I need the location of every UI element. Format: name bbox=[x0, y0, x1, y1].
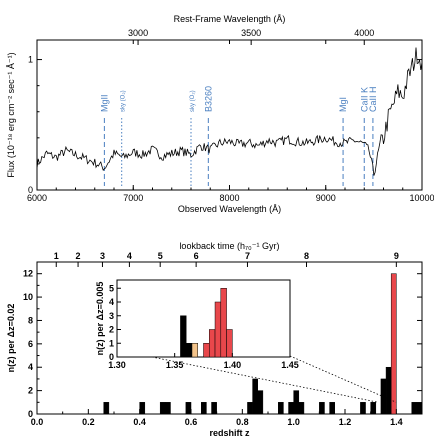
histogram-xtick-label: 1.2 bbox=[339, 417, 352, 427]
inset-ytick-label: 0 bbox=[109, 352, 114, 362]
histogram-bar bbox=[329, 402, 335, 415]
inset-ytick-label: 4 bbox=[109, 297, 114, 307]
spectrum-line-label: CaII H bbox=[368, 86, 378, 112]
inset-connector bbox=[151, 356, 379, 403]
histogram-xlabel: redshift z bbox=[209, 428, 250, 438]
histogram-bar bbox=[293, 390, 300, 415]
histogram-ylabel: n(z) per Δz=0.02 bbox=[6, 304, 16, 373]
histogram-bar bbox=[319, 402, 325, 415]
histogram-x2tick-label: 4 bbox=[127, 251, 132, 261]
histogram-x2label: lookback time (h₇₀⁻¹ Gyr) bbox=[179, 241, 279, 251]
histogram-x2tick-label: 9 bbox=[394, 251, 399, 261]
histogram-x2tick-label: 8 bbox=[304, 251, 309, 261]
spectrum-line-label: MgII bbox=[99, 94, 109, 112]
histogram-xtick-label: 0.0 bbox=[31, 417, 44, 427]
histogram-xtick-label: 1.0 bbox=[287, 417, 300, 427]
spectrum-line-label: sky (O₂) bbox=[121, 90, 127, 112]
spectrum-x2tick-label: 4000 bbox=[354, 28, 374, 38]
inset-ytick-label: 1 bbox=[109, 338, 114, 348]
histogram-bar bbox=[390, 273, 397, 415]
spectrum-x2tick-label: 3500 bbox=[241, 28, 261, 38]
histogram-ytick-label: 8 bbox=[28, 315, 33, 325]
inset-bar bbox=[185, 343, 193, 358]
inset-xtick-label: 1.45 bbox=[281, 360, 299, 370]
histogram-xtick-label: 0.2 bbox=[82, 417, 95, 427]
inset-ytick-label: 5 bbox=[109, 283, 114, 293]
spectrum-xtick-label: 10000 bbox=[409, 193, 434, 203]
spectrum-x2label: Rest-Frame Wavelength (Å) bbox=[174, 14, 286, 24]
histogram-bar bbox=[103, 402, 110, 415]
spectrum-x2tick-label: 3000 bbox=[128, 28, 148, 38]
histogram-bar bbox=[159, 402, 166, 415]
histogram-x2tick-label: 5 bbox=[158, 251, 163, 261]
inset-bar bbox=[209, 329, 216, 358]
inset-bar bbox=[203, 343, 210, 358]
histogram-x2tick-label: 1 bbox=[54, 251, 59, 261]
histogram-bar bbox=[211, 402, 217, 415]
histogram-bar bbox=[252, 378, 258, 415]
histogram-bar bbox=[360, 402, 366, 415]
spectrum-line-label: MgI bbox=[338, 97, 348, 112]
inset-ytick-label: 2 bbox=[109, 325, 114, 335]
inset-bar bbox=[226, 329, 233, 358]
histogram-bar bbox=[288, 402, 294, 415]
histogram-ytick-label: 6 bbox=[28, 339, 33, 349]
histogram-x2tick-label: 7 bbox=[245, 251, 250, 261]
inset-bar bbox=[214, 301, 222, 358]
spectrum-line-label: sky (O₂) bbox=[190, 90, 196, 112]
spectrum-xtick-label: 8000 bbox=[219, 193, 239, 203]
histogram-bar bbox=[201, 402, 207, 415]
inset-bar bbox=[180, 315, 187, 358]
inset-ytick-label: 3 bbox=[109, 311, 114, 321]
inset-bar bbox=[191, 343, 198, 358]
histogram-ytick-label: 4 bbox=[28, 362, 33, 372]
histogram-xtick-label: 0.4 bbox=[133, 417, 146, 427]
histogram-ytick-label: 10 bbox=[23, 292, 33, 302]
histogram-bar bbox=[298, 402, 305, 415]
spectrum-xtick-label: 9000 bbox=[316, 193, 336, 203]
spectrum-ytick-label: 0 bbox=[28, 185, 33, 195]
histogram-bar bbox=[370, 402, 377, 415]
histogram-x2tick-label: 6 bbox=[194, 251, 199, 261]
spectrum-xlabel: Observed Wavelength (Å) bbox=[178, 204, 281, 214]
spectrum-line-label: B3260 bbox=[203, 86, 213, 112]
histogram-bar bbox=[416, 402, 423, 415]
spectrum-ytick-label: 1 bbox=[28, 55, 33, 65]
histogram-ytick-label: 12 bbox=[23, 269, 33, 279]
spectrum-line-label: CaII K bbox=[359, 87, 369, 112]
spectrum-series-line bbox=[36, 47, 423, 176]
histogram-bar bbox=[247, 402, 253, 415]
inset-xtick-label: 1.40 bbox=[224, 360, 242, 370]
histogram-xtick-label: 0.6 bbox=[185, 417, 198, 427]
spectrum-ylabel: Flux (10⁻¹⁸ erg cm⁻² sec⁻¹ Å⁻¹) bbox=[6, 52, 16, 177]
spectrum-xtick-label: 6000 bbox=[27, 193, 47, 203]
histogram-bar bbox=[385, 366, 392, 415]
inset-xtick-label: 1.30 bbox=[108, 360, 126, 370]
histogram-bar bbox=[185, 402, 192, 415]
inset-ylabel: n(z) per Δz=0.005 bbox=[95, 282, 105, 356]
histogram-xtick-label: 0.8 bbox=[236, 417, 249, 427]
histogram-bar bbox=[278, 402, 284, 415]
inset-xtick-label: 1.35 bbox=[166, 360, 184, 370]
histogram-ytick-label: 2 bbox=[28, 386, 33, 396]
histogram-bar bbox=[165, 402, 171, 415]
spectrum-xtick-label: 7000 bbox=[123, 193, 143, 203]
histogram-bar bbox=[139, 402, 146, 415]
histogram-x2tick-label: 2 bbox=[76, 251, 81, 261]
inset-connector bbox=[289, 355, 397, 403]
histogram-x2tick-label: 3 bbox=[100, 251, 105, 261]
histogram-bar bbox=[257, 390, 264, 415]
inset-bar bbox=[220, 288, 227, 358]
histogram-ytick-label: 0 bbox=[28, 409, 33, 419]
histogram-bar bbox=[411, 402, 418, 415]
histogram-frame bbox=[36, 261, 423, 415]
histogram-xtick-label: 1.4 bbox=[390, 417, 403, 427]
